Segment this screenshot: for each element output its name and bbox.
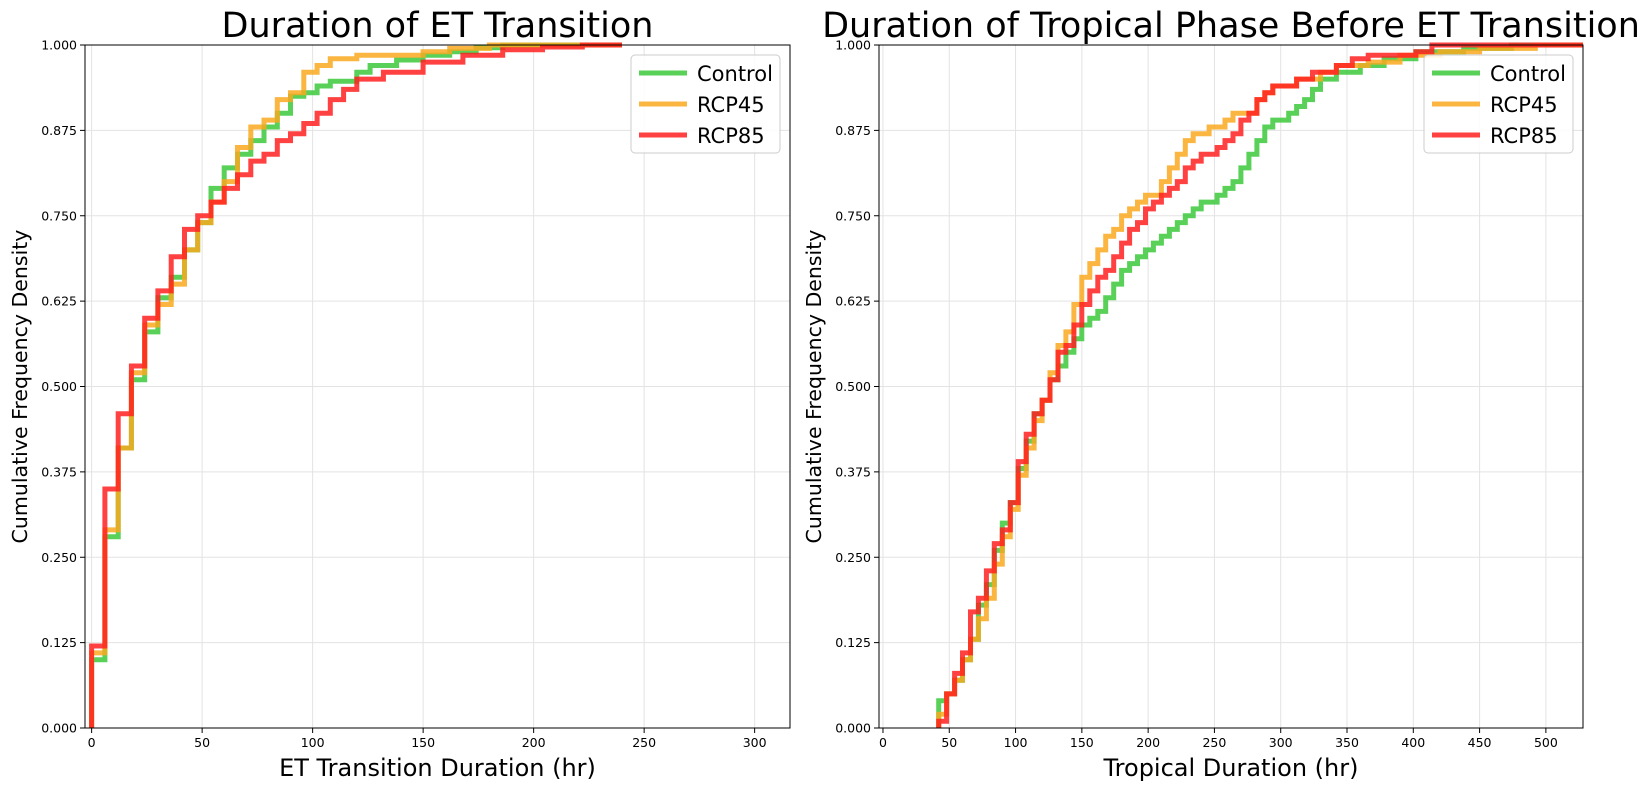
- x-tick-label: 100: [1004, 735, 1028, 750]
- x-tick-label: 250: [1202, 735, 1226, 750]
- legend-label-rcp45: RCP45: [697, 93, 765, 117]
- chart-title: Duration of ET Transition: [222, 6, 654, 46]
- y-tick-label: 0.000: [835, 721, 871, 736]
- x-tick-label: 350: [1335, 735, 1359, 750]
- y-tick-label: 1.000: [41, 38, 77, 53]
- x-tick-label: 300: [1269, 735, 1293, 750]
- x-axis-label: ET Transition Duration (hr): [279, 754, 596, 782]
- y-tick-label: 0.000: [41, 721, 77, 736]
- y-tick-label: 0.625: [41, 294, 77, 309]
- y-tick-label: 0.250: [835, 550, 871, 565]
- y-axis-label: Cumulative Frequency Density: [8, 230, 32, 544]
- series-group: [936, 42, 1583, 728]
- x-tick-label: 150: [1070, 735, 1094, 750]
- legend-label-rcp45: RCP45: [1490, 93, 1558, 117]
- x-tick-label: 0: [879, 735, 887, 750]
- chart-et-transition: 0 50 100 150 200 250 300 0.000 0.125 0.250 0.375 0.…: [8, 6, 791, 782]
- legend-box: [630, 54, 781, 154]
- x-tick-label: 500: [1534, 735, 1558, 750]
- y-tick-label: 0.375: [41, 464, 77, 479]
- chart-title: Duration of Tropical Phase Before ET Tra…: [822, 6, 1640, 46]
- y-tick-label: 0.375: [835, 464, 871, 479]
- x-tick-label: 200: [1136, 735, 1160, 750]
- x-tick-label: 450: [1468, 735, 1492, 750]
- x-tick-label: 250: [632, 735, 656, 750]
- x-tick-label: 400: [1401, 735, 1425, 750]
- x-tick-label: 300: [743, 735, 767, 750]
- y-tick-label: 1.000: [835, 38, 871, 53]
- y-tick-label: 0.750: [835, 208, 871, 223]
- y-tick-label: 0.625: [835, 294, 871, 309]
- x-tick-label: 50: [194, 735, 210, 750]
- legend-label-rcp85: RCP85: [697, 124, 765, 148]
- y-axis-label: Cumulative Frequency Density: [802, 230, 826, 544]
- y-tick-label: 0.875: [835, 123, 871, 138]
- series-group: [89, 42, 622, 728]
- legend: Control RCP45 RCP85: [1423, 54, 1574, 154]
- series-line-rcp45: [89, 42, 622, 728]
- y-tick-label: 0.750: [41, 208, 77, 223]
- y-tick-label: 0.250: [41, 550, 77, 565]
- x-tick-label: 200: [522, 735, 546, 750]
- x-axis-label: Tropical Duration (hr): [1103, 754, 1359, 782]
- legend: Control RCP45 RCP85: [630, 54, 781, 154]
- legend-label-control: Control: [697, 62, 773, 86]
- x-tick-label: 50: [941, 735, 957, 750]
- y-tick-label: 0.500: [835, 379, 871, 394]
- series-line-control: [936, 42, 1583, 728]
- y-tick-label: 0.125: [41, 635, 77, 650]
- y-tick-label: 0.500: [41, 379, 77, 394]
- y-tick-label: 0.125: [835, 635, 871, 650]
- legend-label-control: Control: [1490, 62, 1566, 86]
- x-tick-label: 150: [411, 735, 435, 750]
- chart-tropical-duration: 0 50 100 150 200 250 300 350 400 450 500 0.000 0.125…: [802, 6, 1640, 782]
- y-tick-label: 0.875: [41, 123, 77, 138]
- x-tick-label: 100: [301, 735, 325, 750]
- series-line-rcp85: [936, 42, 1583, 728]
- legend-box: [1423, 54, 1574, 154]
- series-line-rcp85: [89, 42, 622, 728]
- legend-label-rcp85: RCP85: [1490, 124, 1558, 148]
- x-tick-label: 0: [88, 735, 96, 750]
